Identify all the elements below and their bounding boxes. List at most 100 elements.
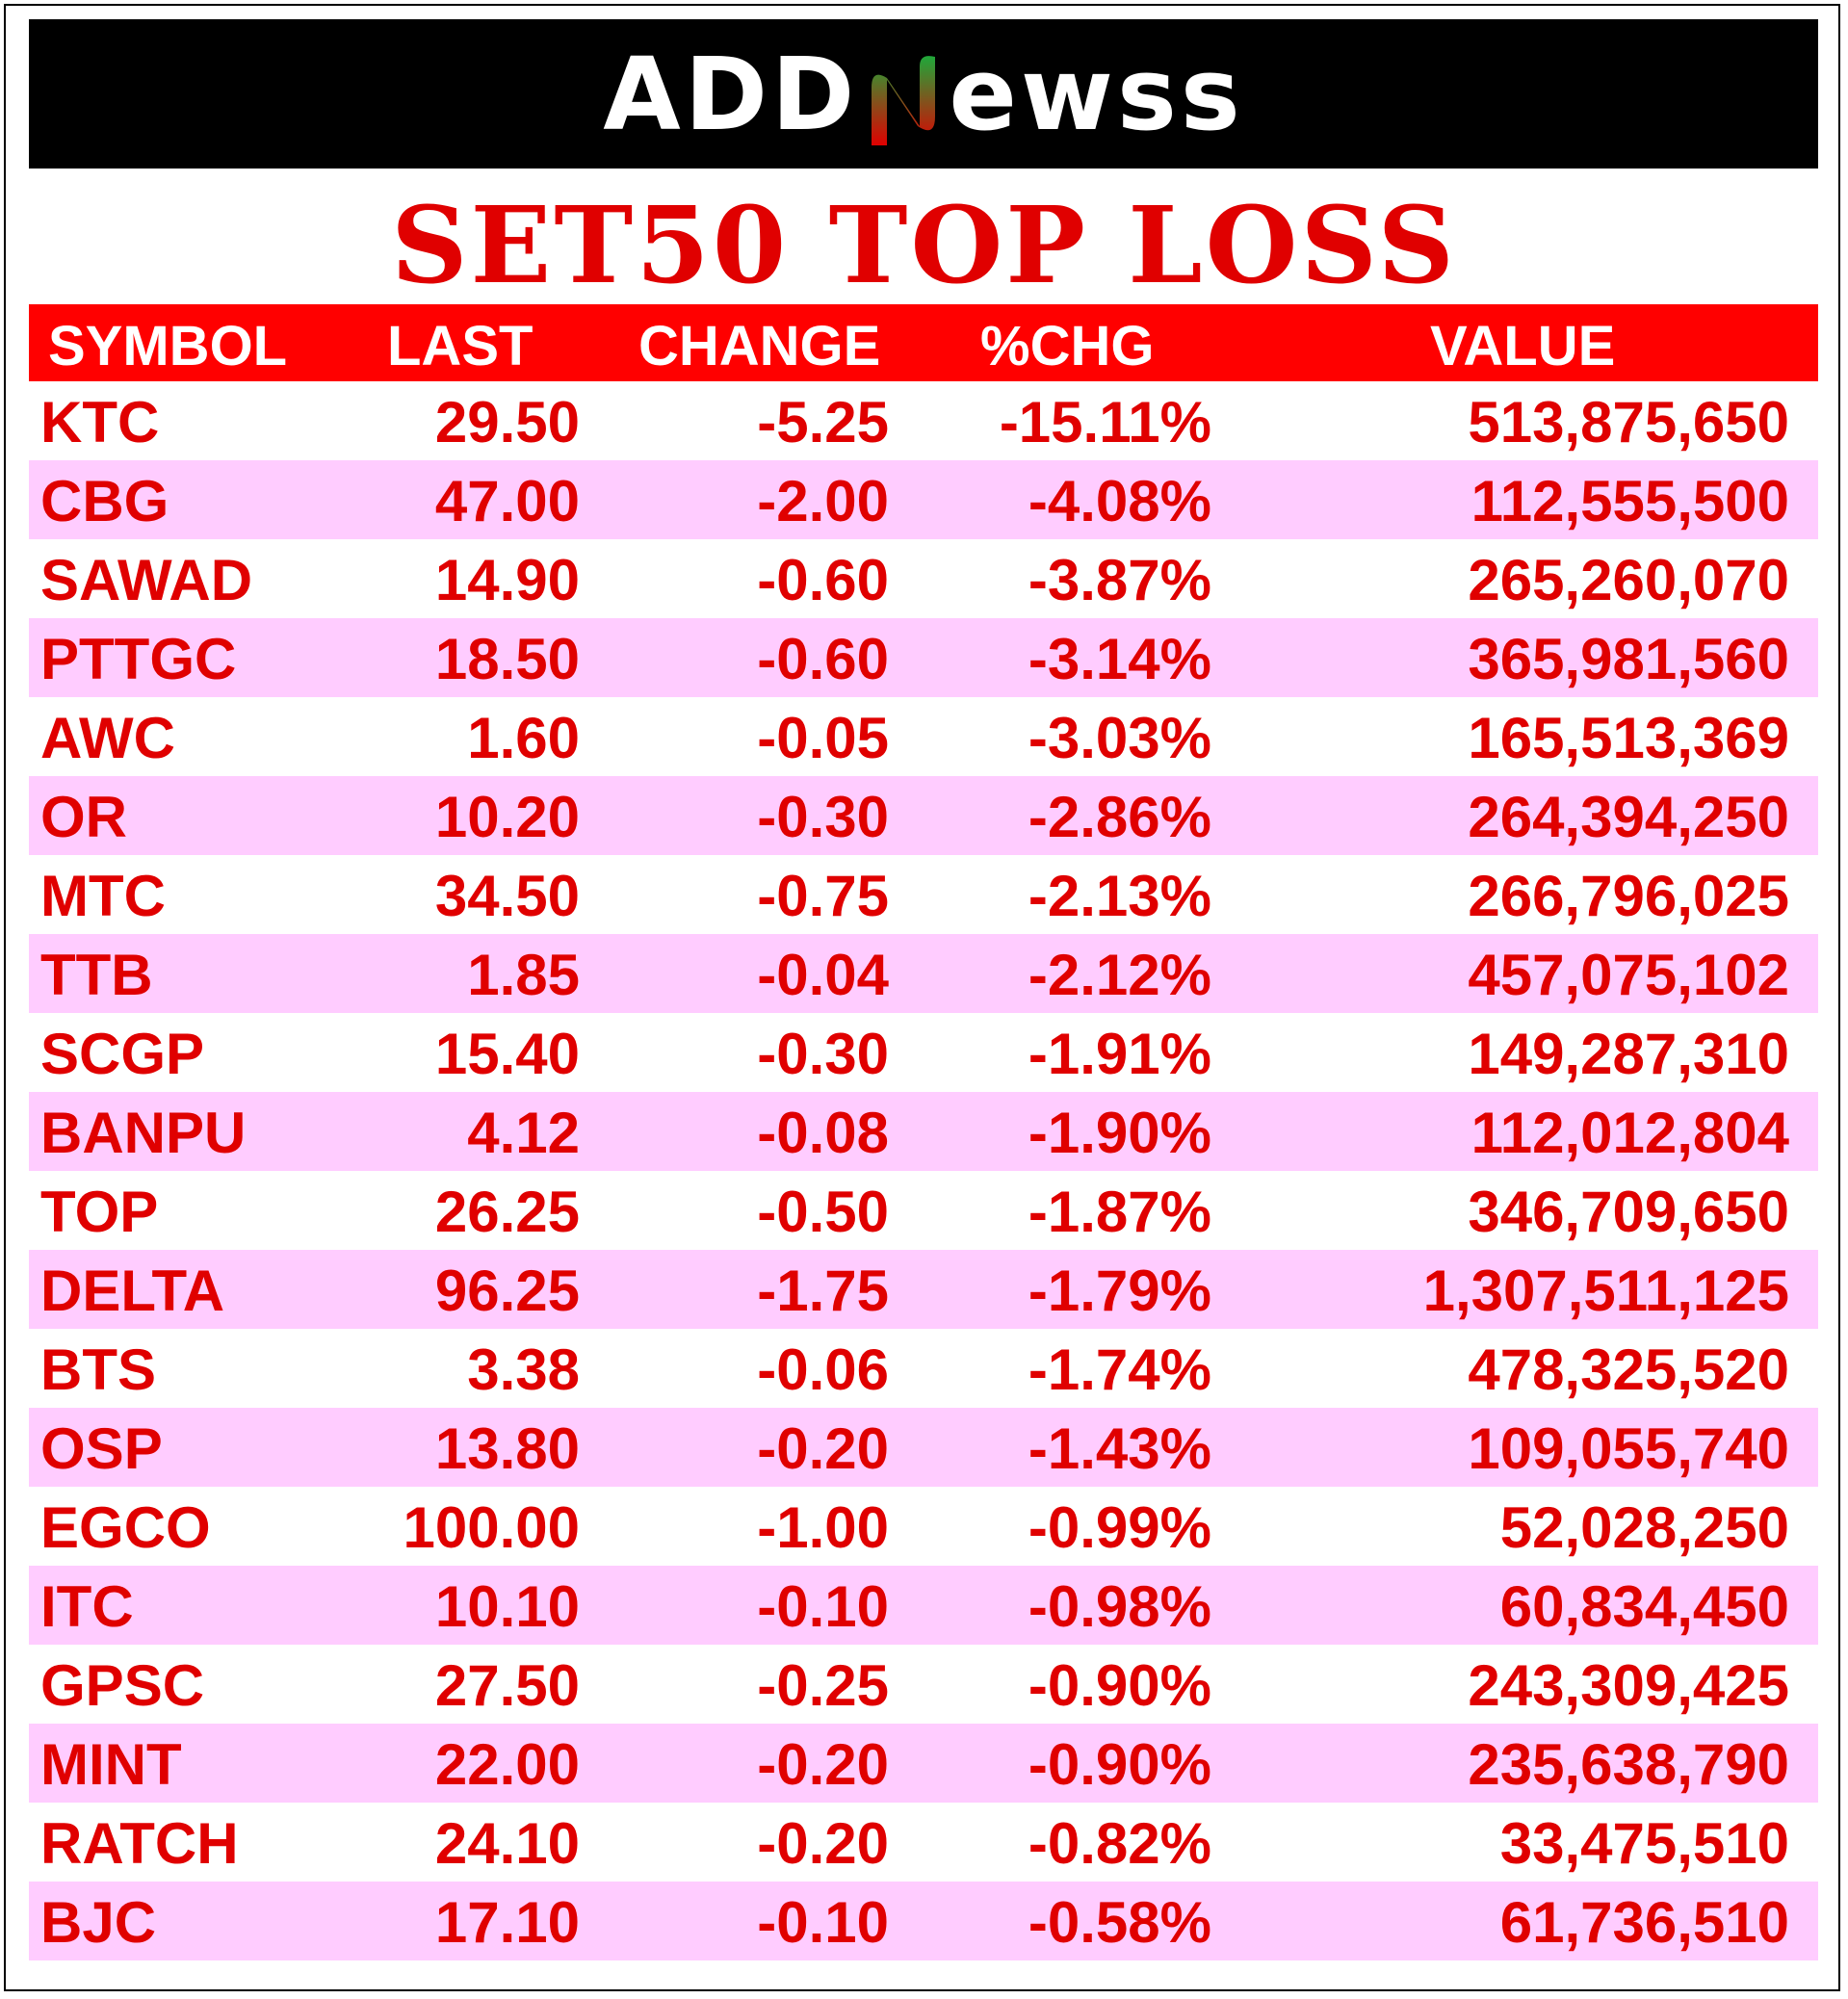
cell-last: 24.10 — [434, 1811, 580, 1876]
cell-pct-change: -2.86% — [1028, 785, 1211, 849]
cell-value: 266,796,025 — [1468, 864, 1789, 928]
cell-last: 10.20 — [434, 785, 580, 849]
cell-symbol: BANPU — [40, 1101, 247, 1165]
table-row: KTC 29.50 -5.25 -15.11% 513,875,650 — [29, 381, 1818, 460]
table-row: TTB 1.85 -0.04 -2.12% 457,075,102 — [29, 934, 1818, 1013]
table-row: DELTA 96.25 -1.75 -1.79% 1,307,511,125 — [29, 1250, 1818, 1329]
cell-value: 457,075,102 — [1468, 943, 1789, 1007]
cell-symbol: KTC — [40, 390, 160, 454]
cell-symbol: BJC — [40, 1890, 157, 1955]
cell-last: 13.80 — [434, 1416, 580, 1481]
cell-last: 1.85 — [467, 943, 580, 1007]
cell-change: -0.60 — [757, 548, 889, 612]
table-row: SAWAD 14.90 -0.60 -3.87% 265,260,070 — [29, 539, 1818, 618]
table-row: TOP 26.25 -0.50 -1.87% 346,709,650 — [29, 1171, 1818, 1250]
table-row: BANPU 4.12 -0.08 -1.90% 112,012,804 — [29, 1092, 1818, 1171]
cell-symbol: MTC — [40, 864, 166, 928]
cell-symbol: SCGP — [40, 1022, 205, 1086]
cell-last: 27.50 — [434, 1653, 580, 1718]
column-header-symbol: SYMBOL — [48, 315, 288, 377]
table-row: ITC 10.10 -0.10 -0.98% 60,834,450 — [29, 1566, 1818, 1645]
cell-last: 1.60 — [467, 706, 580, 770]
cell-symbol: OSP — [40, 1416, 163, 1481]
cell-symbol: AWC — [40, 706, 175, 770]
cell-last: 47.00 — [434, 469, 580, 533]
cell-value: 243,309,425 — [1468, 1653, 1789, 1718]
cell-last: 14.90 — [434, 548, 580, 612]
table-row: RATCH 24.10 -0.20 -0.82% 33,475,510 — [29, 1803, 1818, 1882]
cell-last: 29.50 — [434, 390, 580, 454]
cell-change: -0.05 — [757, 706, 889, 770]
cell-last: 34.50 — [434, 864, 580, 928]
cell-value: 1,307,511,125 — [1422, 1259, 1789, 1323]
cell-change: -0.20 — [757, 1416, 889, 1481]
table-row: EGCO 100.00 -1.00 -0.99% 52,028,250 — [29, 1487, 1818, 1566]
cell-symbol: DELTA — [40, 1259, 225, 1323]
cell-last: 22.00 — [434, 1732, 580, 1797]
cell-last: 100.00 — [403, 1495, 580, 1560]
cell-symbol: PTTGC — [40, 627, 237, 691]
cell-change: -1.75 — [757, 1259, 889, 1323]
table-header-row: SYMBOL LAST CHANGE %CHG VALUE — [29, 304, 1818, 381]
page-frame — [4, 4, 1840, 1991]
cell-value: 265,260,070 — [1468, 548, 1789, 612]
cell-last: 10.10 — [434, 1574, 580, 1639]
column-header-value: VALUE — [1430, 315, 1616, 377]
header-bar: ADD ewss — [29, 19, 1818, 169]
cell-symbol: RATCH — [40, 1811, 239, 1876]
cell-change: -0.30 — [757, 785, 889, 849]
table-row: PTTGC 18.50 -0.60 -3.14% 365,981,560 — [29, 618, 1818, 697]
cell-value: 109,055,740 — [1468, 1416, 1789, 1481]
logo-text-left: ADD — [603, 35, 859, 153]
cell-change: -0.60 — [757, 627, 889, 691]
cell-pct-change: -2.12% — [1028, 943, 1211, 1007]
table-row: OR 10.20 -0.30 -2.86% 264,394,250 — [29, 776, 1818, 855]
cell-pct-change: -1.90% — [1028, 1101, 1211, 1165]
cell-symbol: EGCO — [40, 1495, 211, 1560]
cell-symbol: TTB — [40, 943, 153, 1007]
logo-text-right: ewss — [949, 35, 1244, 153]
cell-value: 235,638,790 — [1468, 1732, 1789, 1797]
cell-change: -0.04 — [757, 943, 889, 1007]
cell-symbol: GPSC — [40, 1653, 205, 1718]
cell-symbol: MINT — [40, 1732, 182, 1797]
cell-pct-change: -1.91% — [1028, 1022, 1211, 1086]
cell-pct-change: -3.87% — [1028, 548, 1211, 612]
table-row: OSP 13.80 -0.20 -1.43% 109,055,740 — [29, 1408, 1818, 1487]
logo-n-icon — [872, 55, 936, 145]
cell-pct-change: -1.74% — [1028, 1337, 1211, 1402]
cell-pct-change: -0.99% — [1028, 1495, 1211, 1560]
cell-symbol: OR — [40, 785, 127, 849]
cell-change: -0.08 — [757, 1101, 889, 1165]
cell-pct-change: -3.03% — [1028, 706, 1211, 770]
cell-value: 264,394,250 — [1468, 785, 1789, 849]
table-row: BJC 17.10 -0.10 -0.58% 61,736,510 — [29, 1882, 1818, 1960]
cell-pct-change: -2.13% — [1028, 864, 1211, 928]
page-title: SET50 TOP LOSS — [391, 183, 1457, 307]
top-loss-table: SYMBOL LAST CHANGE %CHG VALUE KTC 29.50 -5… — [29, 304, 1818, 1960]
cell-value: 33,475,510 — [1499, 1811, 1789, 1876]
cell-last: 18.50 — [434, 627, 580, 691]
cell-value: 149,287,310 — [1468, 1022, 1789, 1086]
cell-pct-change: -1.87% — [1028, 1180, 1211, 1244]
table-row: MTC 34.50 -0.75 -2.13% 266,796,025 — [29, 855, 1818, 934]
table-body: KTC 29.50 -5.25 -15.11% 513,875,650 CBG 47.00 -… — [29, 381, 1818, 1960]
cell-change: -0.06 — [757, 1337, 889, 1402]
cell-pct-change: -4.08% — [1028, 469, 1211, 533]
cell-symbol: BTS — [40, 1337, 156, 1402]
cell-last: 96.25 — [434, 1259, 580, 1323]
cell-value: 165,513,369 — [1468, 706, 1789, 770]
brand-logo: ADD ewss — [603, 41, 1244, 147]
table-row: SCGP 15.40 -0.30 -1.91% 149,287,310 — [29, 1013, 1818, 1092]
cell-pct-change: -3.14% — [1028, 627, 1211, 691]
cell-value: 112,012,804 — [1471, 1101, 1789, 1165]
cell-pct-change: -1.79% — [1028, 1259, 1211, 1323]
cell-pct-change: -1.43% — [1028, 1416, 1211, 1481]
cell-symbol: ITC — [40, 1574, 134, 1639]
cell-value: 478,325,520 — [1468, 1337, 1789, 1402]
cell-symbol: CBG — [40, 469, 169, 533]
cell-last: 26.25 — [434, 1180, 580, 1244]
cell-change: -0.30 — [757, 1022, 889, 1086]
cell-value: 61,736,510 — [1499, 1890, 1789, 1955]
cell-change: -0.20 — [757, 1732, 889, 1797]
